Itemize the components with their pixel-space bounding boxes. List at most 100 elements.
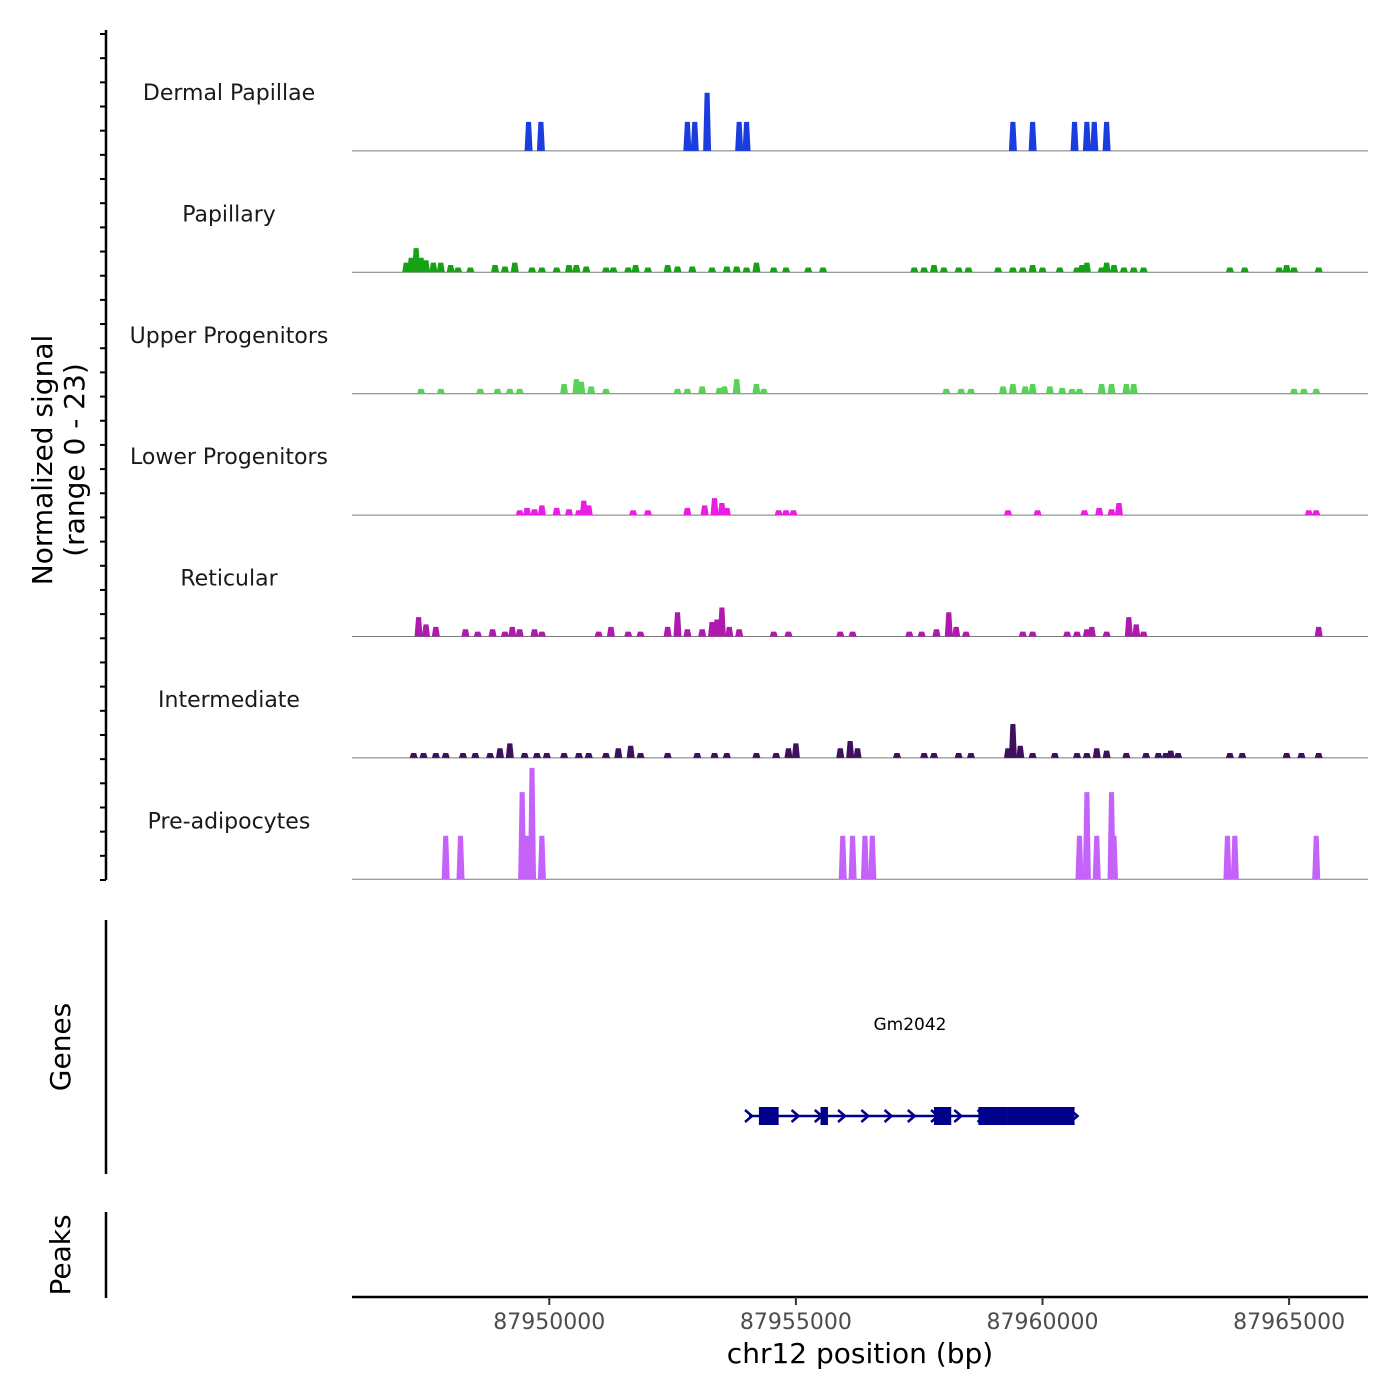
coverage-peak [1102, 750, 1111, 758]
coverage-peak [784, 748, 793, 758]
coverage-peak [602, 388, 610, 394]
coverage-peak [500, 266, 509, 273]
coverage-peak [574, 753, 583, 758]
coverage-peak [1314, 267, 1323, 273]
coverage-peak [994, 267, 1003, 273]
coverage-peak [1082, 121, 1091, 151]
coverage-peak [614, 748, 623, 758]
coverage-peak [536, 121, 545, 151]
coverage-peak [819, 267, 828, 273]
x-tick-label: 87965000 [1233, 1310, 1345, 1335]
coverage-peak [528, 767, 537, 880]
coverage-peak [1095, 507, 1104, 516]
coverage-peak [892, 753, 901, 758]
coverage-peak [1240, 267, 1249, 273]
coverage-peak [663, 626, 672, 637]
coverage-peak [1174, 753, 1183, 758]
coverage-peak [436, 388, 445, 394]
coverage-peak [510, 262, 519, 273]
coverage-peak [1312, 835, 1321, 880]
coverage-peak [759, 388, 768, 394]
coverage-peak [957, 388, 966, 394]
coverage-peak [1299, 388, 1308, 394]
gene-strand-arrow [790, 1109, 801, 1123]
coverage-peak [577, 381, 586, 394]
coverage-peak [732, 379, 741, 394]
coverage-peak [836, 631, 845, 637]
track-label: Pre-adipocytes [148, 809, 311, 834]
coverage-peak [458, 753, 467, 758]
coverage-peak [643, 267, 652, 273]
coverage-peak [1097, 384, 1106, 394]
coverage-peak [421, 260, 430, 273]
track-label: Lower Progenitors [130, 445, 328, 470]
x-tick-label: 87955000 [740, 1310, 852, 1335]
coverage-peak [454, 267, 463, 273]
coverage-peak [1230, 835, 1239, 880]
coverage-peak [1055, 267, 1064, 273]
coverage-peak [1028, 753, 1037, 758]
coverage-peak [720, 386, 729, 394]
coverage-peak [552, 267, 561, 273]
coverage-peak [942, 388, 951, 394]
coverage-peak [673, 388, 682, 394]
coverage-peak [1119, 267, 1128, 273]
coverage-peak [752, 753, 761, 758]
coverage-peak [1282, 265, 1291, 273]
coverage-peak [528, 267, 537, 273]
coverage-peak [476, 388, 485, 394]
coverage-peak [868, 835, 877, 880]
coverage-peak [725, 626, 734, 637]
coverage-peak [964, 267, 973, 273]
coverage-peak [1016, 745, 1025, 758]
coverage-peak [663, 265, 672, 273]
coverage-peak [772, 753, 781, 758]
coverage-peak [789, 510, 798, 516]
coverage-peak [735, 121, 744, 151]
gene-exon [820, 1107, 828, 1125]
coverage-peak [688, 266, 697, 273]
coverage-peak [495, 748, 504, 758]
coverage-peak [683, 507, 692, 516]
coverage-peak [530, 509, 539, 516]
coverage-peak [1050, 753, 1059, 758]
coverage-peak [515, 629, 524, 637]
coverage-peak [1082, 262, 1091, 273]
coverage-peak [1154, 753, 1163, 758]
coverage-peak [752, 262, 761, 273]
coverage-peak [1008, 267, 1017, 273]
coverage-peak [722, 753, 731, 758]
coverage-peak [1312, 388, 1321, 394]
coverage-peak [542, 753, 551, 758]
coverage-peak [431, 753, 440, 758]
coverage-peak [537, 505, 546, 516]
coverage-peak [752, 384, 761, 394]
peaks-panel: Peaks [44, 1212, 108, 1298]
coverage-peak [626, 745, 635, 758]
coverage-peak [966, 388, 975, 394]
coverage-peak [717, 607, 726, 637]
coverage-peak [602, 267, 610, 273]
coverage-peak [848, 631, 857, 637]
coverage-peak [1314, 626, 1323, 637]
coverage-peak [1139, 631, 1148, 637]
coverage-peak [791, 743, 800, 758]
coverage-peak [560, 753, 569, 758]
coverage-peak [673, 266, 682, 273]
track-lower-progenitors: Lower Progenitors [130, 445, 1368, 516]
coverage-peak [1028, 265, 1037, 273]
coverage-tracks: Dermal Papillae Papillary Upper Progenitor… [130, 81, 1368, 880]
coverage-peak [784, 631, 793, 637]
coverage-peak [905, 631, 914, 637]
coverage-peak [710, 753, 719, 758]
coverage-peak [1018, 631, 1027, 637]
coverage-peak [683, 629, 692, 637]
coverage-peak [1107, 509, 1116, 516]
gene-strand-arrow [837, 1109, 847, 1123]
coverage-peak [515, 388, 524, 394]
coverage-peak [572, 265, 581, 273]
coverage-peak [782, 267, 791, 273]
gene-strand-arrow [883, 1109, 894, 1123]
genes-panel: Genes Gm2042 [44, 920, 1080, 1174]
coverage-peak [1082, 753, 1091, 758]
